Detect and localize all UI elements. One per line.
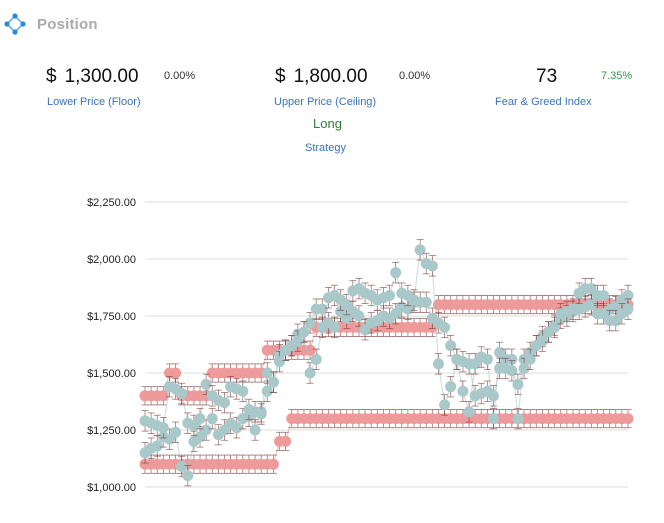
price-low-series-point bbox=[420, 296, 432, 308]
price-low-series-point bbox=[231, 422, 243, 434]
price-high-series-point bbox=[567, 303, 579, 315]
lower-price-label: Lower Price (Floor) bbox=[47, 96, 141, 108]
price-high-series-point bbox=[310, 353, 322, 365]
price-low-series-point bbox=[304, 317, 316, 329]
price-high-series-point bbox=[408, 294, 420, 306]
diamond-nodes-icon[interactable] bbox=[4, 13, 26, 35]
price-high-series-point bbox=[267, 376, 279, 388]
price-low-series-point bbox=[353, 310, 365, 322]
upper-price-value: $1,800.00 bbox=[275, 66, 368, 88]
price-high-series-point bbox=[194, 413, 206, 425]
price-low-series-point bbox=[200, 424, 212, 436]
price-low-series-point bbox=[487, 413, 499, 425]
fear-greed-change: 7.35% bbox=[601, 70, 633, 82]
price-low-series-point bbox=[182, 470, 194, 482]
price-high-series-point bbox=[255, 408, 267, 420]
y-tick-label: $1,000.00 bbox=[87, 482, 136, 494]
lower-price-change: 0.00% bbox=[164, 70, 196, 82]
price-range-chart: $2,250.00 $2,000.00 $1,750.00 $1,500.00 $1,2… bbox=[87, 197, 634, 494]
fear-greed-label: Fear & Greed Index bbox=[495, 96, 592, 108]
price-low-series-point bbox=[506, 353, 518, 365]
price-high-series-point bbox=[304, 367, 316, 379]
price-high-series-point bbox=[341, 299, 353, 311]
price-high-series-point bbox=[598, 289, 610, 301]
price-low-series-point bbox=[585, 299, 597, 311]
price-high-series-point bbox=[445, 381, 457, 393]
price-low-series-point bbox=[176, 460, 188, 472]
price-high-series-point bbox=[292, 335, 304, 347]
price-high-series-point bbox=[426, 260, 438, 272]
price-high-series-point bbox=[549, 321, 561, 333]
price-low-series-point bbox=[622, 289, 634, 301]
price-high-series-point bbox=[536, 335, 548, 347]
lower-price-value: $1,300.00 bbox=[46, 66, 139, 88]
floor-series-line bbox=[145, 418, 628, 465]
price-high-series-point bbox=[237, 385, 249, 397]
price-high-series-point bbox=[390, 267, 402, 279]
fear-greed-stat: 73 7.35% Fear & Greed Index bbox=[495, 66, 632, 108]
price-high-series-point bbox=[218, 397, 230, 409]
panel-title: Position bbox=[37, 15, 98, 33]
price-high-series-point bbox=[432, 358, 444, 370]
price-low-series-point bbox=[457, 385, 469, 397]
price-low-series-point bbox=[481, 353, 493, 365]
floor-series-point bbox=[622, 413, 634, 425]
lower-price-number: 1,300.00 bbox=[64, 66, 139, 87]
price-high-series-point bbox=[463, 358, 475, 370]
price-high-series-point bbox=[200, 378, 212, 390]
price-high-series-point bbox=[261, 367, 273, 379]
price-high-series-point bbox=[384, 289, 396, 301]
ceiling-series-point bbox=[170, 367, 182, 379]
price-low-series-point bbox=[439, 321, 451, 333]
lower-price-stat: $1,300.00 0.00% Lower Price (Floor) bbox=[46, 66, 195, 108]
price-high-series-point bbox=[622, 303, 634, 315]
price-high-series-point bbox=[524, 353, 536, 365]
strategy-value: Long bbox=[313, 116, 342, 131]
price-high-series-point bbox=[176, 388, 188, 400]
upper-price-label: Upper Price (Ceiling) bbox=[274, 96, 377, 108]
y-tick-label: $1,500.00 bbox=[87, 368, 136, 380]
lower-price-currency: $ bbox=[46, 66, 57, 87]
price-low-series-point bbox=[249, 424, 261, 436]
price-high-series-point bbox=[506, 365, 518, 377]
price-high-series-point bbox=[298, 326, 310, 338]
price-low-series-point bbox=[206, 413, 218, 425]
price-high-series-point bbox=[439, 399, 451, 411]
upper-price-change: 0.00% bbox=[399, 70, 431, 82]
price-low-series-point bbox=[170, 426, 182, 438]
y-tick-label: $2,000.00 bbox=[87, 254, 136, 266]
price-high-series-point bbox=[316, 321, 328, 333]
price-high-series-point bbox=[487, 390, 499, 402]
upper-price-currency: $ bbox=[275, 66, 286, 87]
price-low-series-point bbox=[329, 321, 341, 333]
price-high-series-point bbox=[512, 378, 524, 390]
price-high-series-point bbox=[414, 244, 426, 256]
strategy-label: Strategy bbox=[305, 142, 346, 154]
panel-header: Position bbox=[4, 10, 98, 38]
y-tick-label: $2,250.00 bbox=[87, 197, 136, 209]
floor-series-point bbox=[280, 435, 292, 447]
fear-greed-value: 73 bbox=[536, 66, 558, 87]
price-low-series-point bbox=[445, 340, 457, 352]
y-tick-label: $1,750.00 bbox=[87, 311, 136, 323]
floor-series-point bbox=[267, 458, 279, 470]
price-low-series-point bbox=[463, 406, 475, 418]
upper-price-number: 1,800.00 bbox=[293, 66, 368, 87]
price-low-series-point bbox=[512, 413, 524, 425]
y-tick-label: $1,250.00 bbox=[87, 425, 136, 437]
price-high-series-point bbox=[274, 356, 286, 368]
price-high-series-point bbox=[518, 362, 530, 374]
price-low-series-point bbox=[151, 440, 163, 452]
ceiling-series-point bbox=[157, 390, 169, 402]
price-high-series-point bbox=[157, 422, 169, 434]
upper-price-stat: $1,800.00 0.00% Upper Price (Ceiling) bbox=[274, 66, 430, 108]
